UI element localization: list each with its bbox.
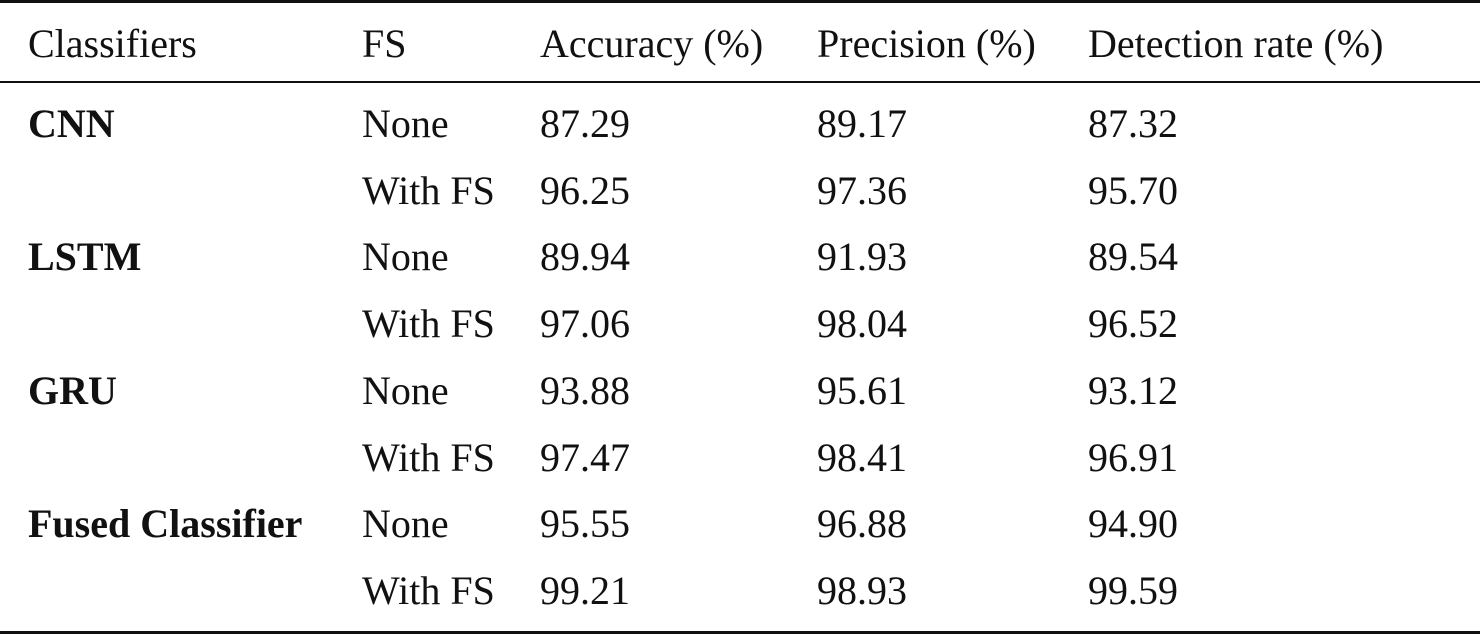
header-cell: Detection rate (%) xyxy=(1088,21,1384,66)
classifier-name: Fused Classifier xyxy=(28,501,303,547)
classifier-name: CNN xyxy=(28,101,115,146)
fs-cell: None xyxy=(362,101,449,146)
fs-cell: With FS xyxy=(362,301,495,347)
fs-cell: With FS xyxy=(362,567,495,613)
header-cell: Classifiers xyxy=(28,21,197,66)
value-cell: 98.04 xyxy=(817,301,907,347)
value-cell: 96.88 xyxy=(817,501,907,547)
value-cell: 99.59 xyxy=(1088,567,1178,613)
value-cell: 96.91 xyxy=(1088,434,1178,480)
value-cell: 93.88 xyxy=(540,367,630,413)
value-cell: 97.36 xyxy=(817,167,907,213)
value-cell: 99.21 xyxy=(540,567,630,613)
value-cell: 95.55 xyxy=(540,501,630,547)
value-cell: 94.90 xyxy=(1088,501,1178,547)
top-rule xyxy=(0,0,1480,3)
fs-cell: None xyxy=(362,234,449,280)
bottom-rule xyxy=(0,631,1480,634)
header-cell: FS xyxy=(362,21,407,66)
fs-cell: None xyxy=(362,367,449,413)
value-cell: 89.94 xyxy=(540,234,630,280)
value-cell: 89.17 xyxy=(817,101,907,146)
value-cell: 89.54 xyxy=(1088,234,1178,280)
fs-cell: With FS xyxy=(362,434,495,480)
fs-cell: None xyxy=(362,501,449,547)
value-cell: 93.12 xyxy=(1088,367,1178,413)
header-cell: Accuracy (%) xyxy=(540,21,764,66)
value-cell: 87.29 xyxy=(540,101,630,146)
value-cell: 87.32 xyxy=(1088,101,1178,146)
value-cell: 97.06 xyxy=(540,301,630,347)
value-cell: 91.93 xyxy=(817,234,907,280)
value-cell: 98.93 xyxy=(817,567,907,613)
classifier-name: GRU xyxy=(28,367,117,413)
header-rule xyxy=(0,81,1480,83)
value-cell: 95.61 xyxy=(817,367,907,413)
value-cell: 98.41 xyxy=(817,434,907,480)
header-cell: Precision (%) xyxy=(817,21,1036,66)
value-cell: 96.25 xyxy=(540,167,630,213)
value-cell: 97.47 xyxy=(540,434,630,480)
value-cell: 95.70 xyxy=(1088,167,1178,213)
value-cell: 96.52 xyxy=(1088,301,1178,347)
classifier-name: LSTM xyxy=(28,234,142,280)
fs-cell: With FS xyxy=(362,167,495,213)
